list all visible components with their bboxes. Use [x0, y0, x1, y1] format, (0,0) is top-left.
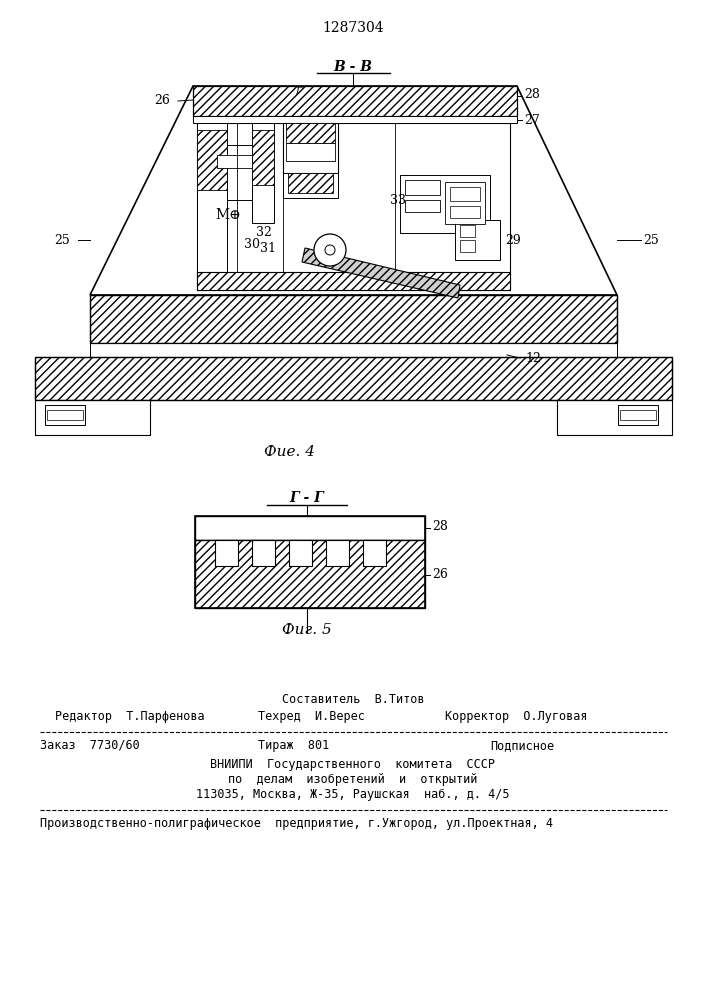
Bar [450, 206, 480, 218]
Bar [455, 220, 500, 260]
Text: по  делам  изобретений  и  открытий: по делам изобретений и открытий [228, 773, 478, 786]
Bar [252, 123, 274, 223]
Bar [90, 343, 617, 357]
Bar [283, 173, 338, 198]
Bar [193, 116, 517, 123]
Bar [227, 145, 252, 200]
Text: 33: 33 [390, 194, 406, 207]
Text: 29: 29 [505, 233, 521, 246]
Bar [460, 240, 475, 252]
Bar [35, 357, 672, 400]
Text: 27: 27 [524, 113, 539, 126]
Bar [286, 143, 335, 161]
Text: 28: 28 [524, 89, 540, 102]
Text: Редактор  Т.Парфенова: Редактор Т.Парфенова [55, 710, 204, 723]
Text: Техред  И.Верес: Техред И.Верес [258, 710, 365, 723]
Bar [90, 295, 617, 343]
Text: Заказ  7730/60: Заказ 7730/60 [40, 739, 140, 752]
Bar [288, 173, 333, 193]
Text: 28: 28 [432, 520, 448, 532]
Bar [90, 295, 617, 343]
Text: 25: 25 [54, 233, 70, 246]
Text: 31: 31 [260, 241, 276, 254]
Text: Фие. 4: Фие. 4 [264, 445, 315, 459]
Text: Составитель  В.Титов: Составитель В.Титов [282, 693, 424, 706]
Text: 113035, Москва, Ж-35, Раушская  наб., д. 4/5: 113035, Москва, Ж-35, Раушская наб., д. … [197, 788, 510, 801]
Bar [252, 540, 275, 566]
Circle shape [314, 234, 346, 266]
Bar [197, 130, 227, 190]
Bar [45, 405, 85, 425]
Bar [197, 123, 227, 290]
Bar [363, 540, 386, 566]
Bar [557, 400, 672, 435]
Bar [197, 123, 510, 290]
Text: 26: 26 [154, 94, 170, 106]
Bar [460, 225, 475, 237]
Bar [445, 182, 485, 224]
Polygon shape [302, 248, 460, 298]
Text: Корректор  О.Луговая: Корректор О.Луговая [445, 710, 588, 723]
Text: 12: 12 [525, 352, 541, 364]
Bar [400, 175, 490, 233]
Bar [289, 540, 312, 566]
Text: Г: Г [295, 88, 301, 97]
Polygon shape [90, 86, 617, 295]
Bar [450, 187, 480, 201]
Text: B - B: B - B [334, 60, 373, 74]
Bar [215, 540, 238, 566]
Bar [47, 410, 83, 420]
Text: Тираж  801: Тираж 801 [258, 739, 329, 752]
Bar [618, 405, 658, 425]
Text: 26: 26 [432, 568, 448, 582]
Bar [195, 516, 425, 540]
Text: Подписное: Подписное [490, 739, 554, 752]
Bar [195, 540, 425, 608]
Text: M⊕: M⊕ [215, 208, 241, 222]
Text: Производственно-полиграфическое  предприятие, г.Ужгород, ул.Проектная, 4: Производственно-полиграфическое предприя… [40, 817, 553, 830]
Bar [283, 123, 338, 173]
Bar [197, 272, 510, 290]
Bar [326, 540, 349, 566]
Text: Г - Г: Г - Г [290, 491, 325, 505]
Text: Фиг. 5: Фиг. 5 [282, 623, 332, 637]
Bar [217, 155, 257, 168]
Bar [620, 410, 656, 420]
Text: 32: 32 [256, 226, 272, 238]
Bar [35, 357, 672, 400]
Bar [405, 180, 440, 195]
Text: 1287304: 1287304 [322, 21, 384, 35]
Bar [405, 200, 440, 212]
Text: 25: 25 [643, 233, 659, 246]
Text: ВНИИПИ  Государственного  комитета  СССР: ВНИИПИ Государственного комитета СССР [211, 758, 496, 771]
Bar [252, 130, 274, 185]
Bar [35, 400, 150, 435]
Bar [195, 516, 425, 608]
Bar [286, 123, 335, 143]
Bar [193, 86, 517, 116]
Text: 30: 30 [244, 237, 260, 250]
